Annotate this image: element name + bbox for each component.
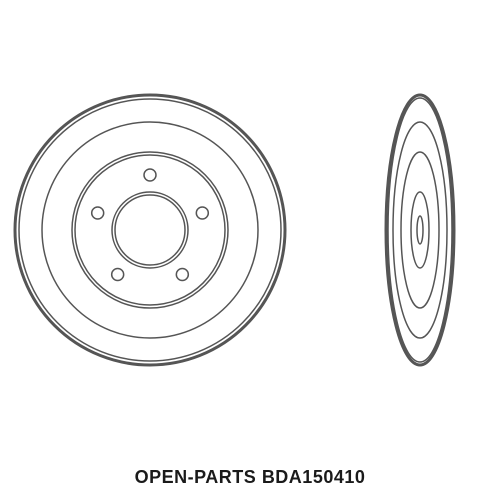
- part-number: BDA150410: [262, 467, 366, 487]
- brake-disc-diagram: [0, 0, 500, 500]
- brand-label: OPEN-PARTS: [135, 467, 257, 487]
- disc-drawing: [0, 0, 500, 500]
- caption: OPEN-PARTS BDA150410: [0, 467, 500, 488]
